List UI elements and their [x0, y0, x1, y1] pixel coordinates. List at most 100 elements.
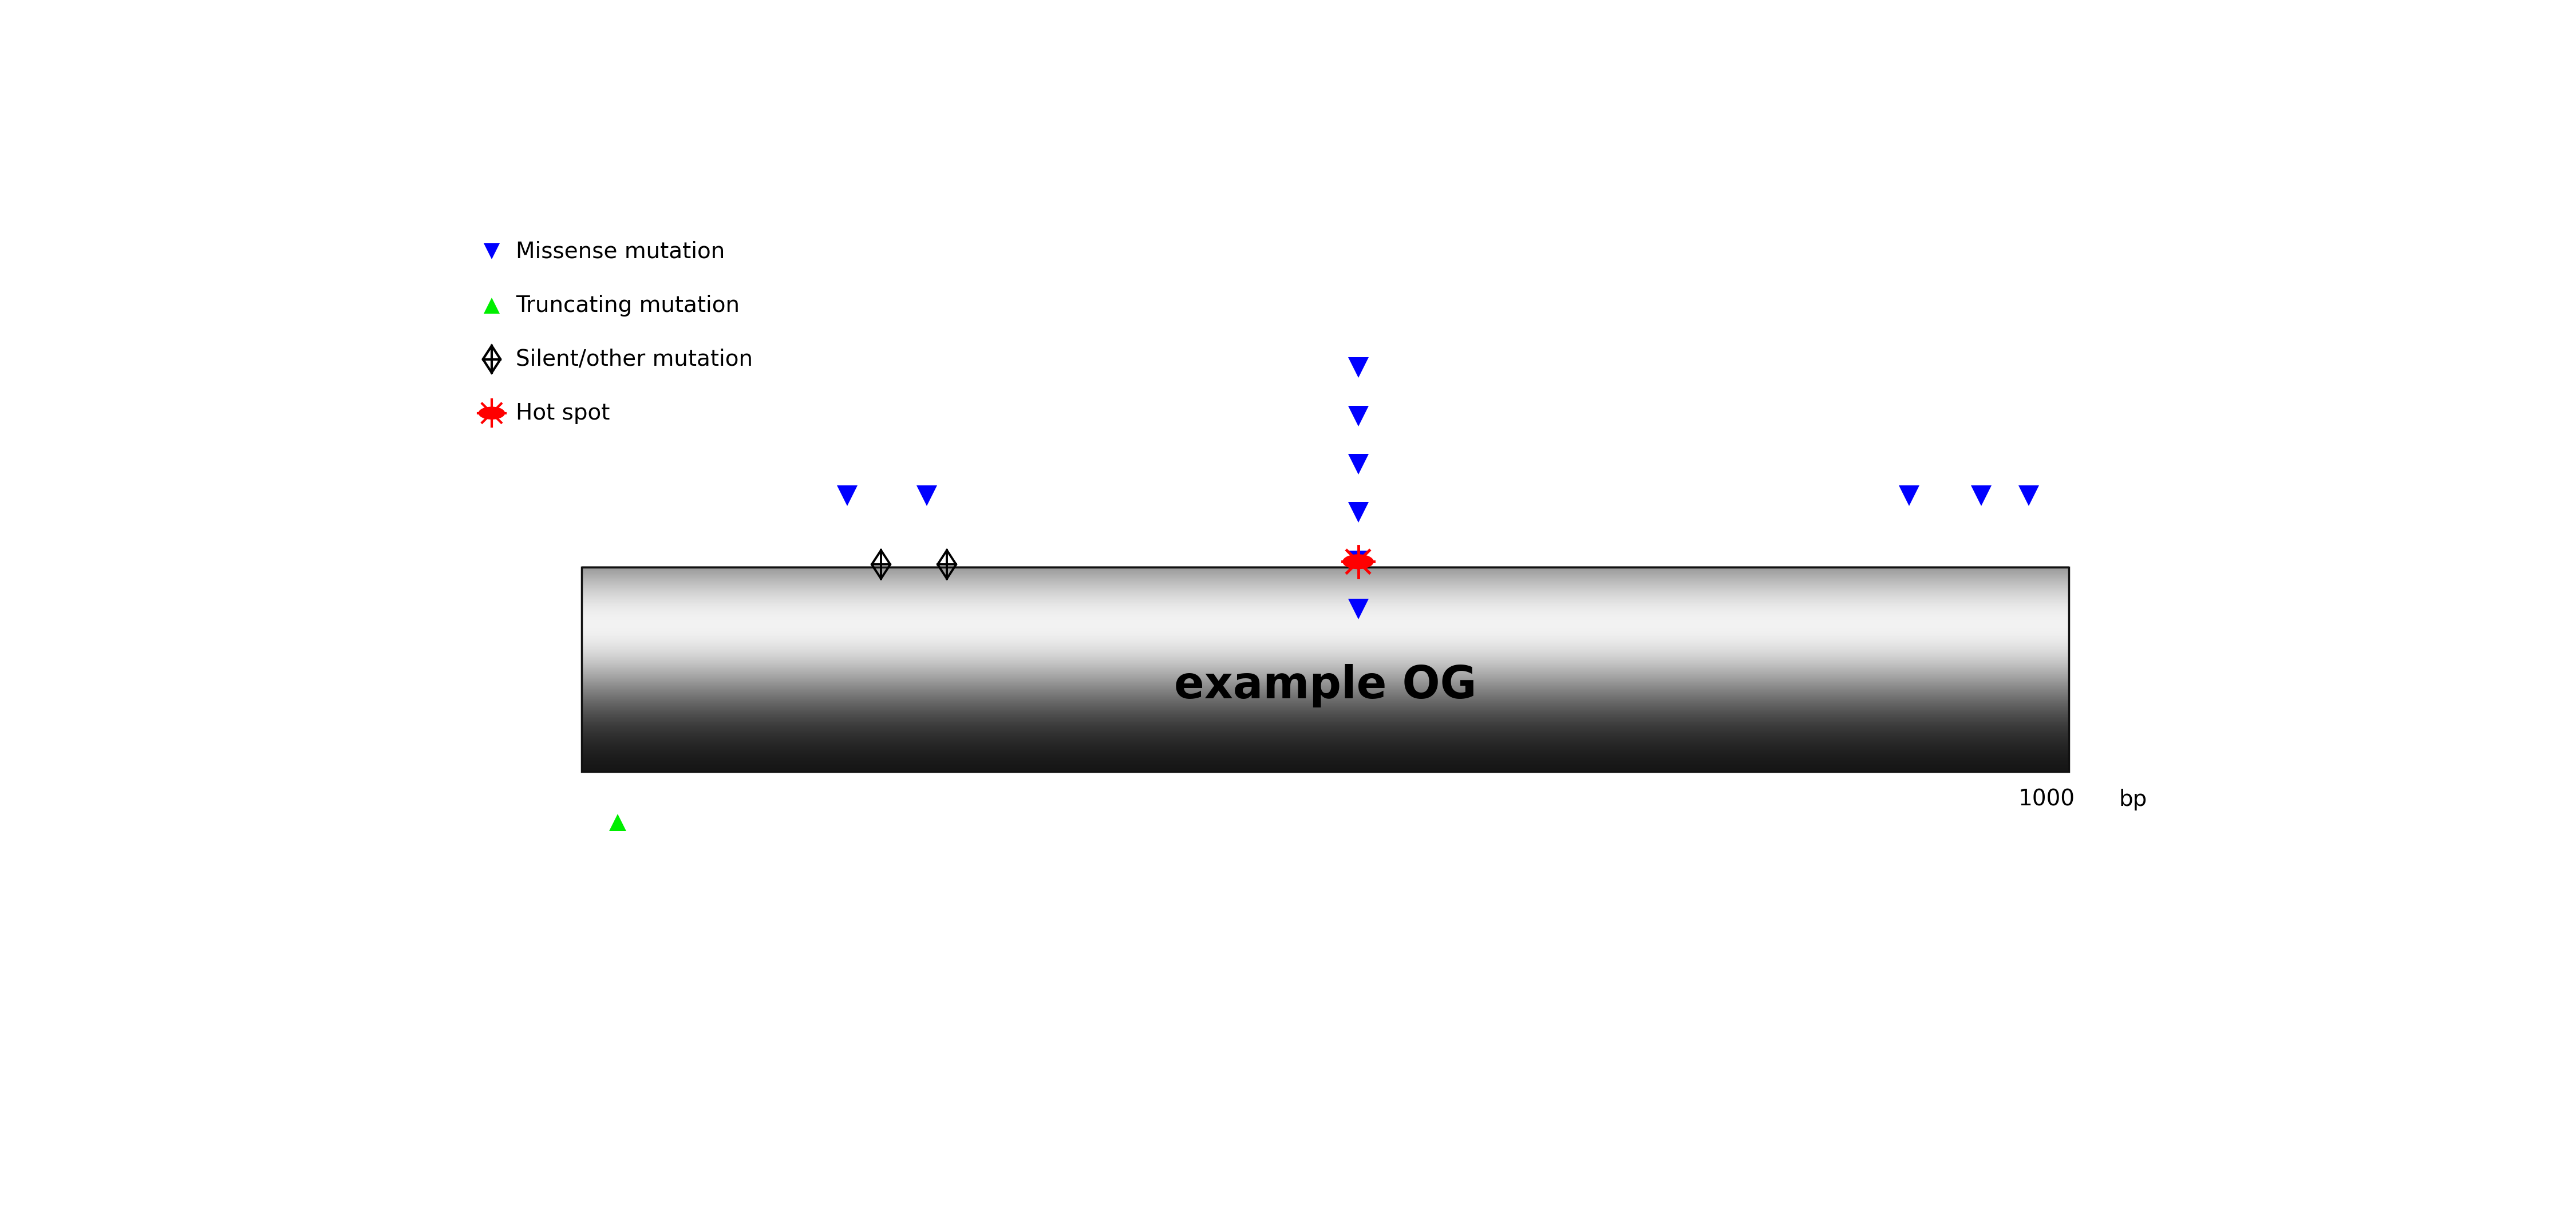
Bar: [582, 737, 2069, 738]
Bar: [582, 713, 2069, 714]
Bar: [582, 768, 2069, 771]
Bar: [582, 582, 2069, 584]
Bar: [582, 710, 2069, 713]
Bar: [582, 598, 2069, 599]
Bar: [582, 603, 2069, 604]
Bar: [582, 701, 2069, 702]
Bar: [582, 708, 2069, 709]
Bar: [582, 584, 2069, 586]
Bar: [582, 624, 2069, 625]
Bar: [582, 657, 2069, 658]
Bar: [582, 573, 2069, 575]
Bar: [582, 732, 2069, 734]
Bar: [582, 733, 2069, 734]
Bar: [582, 691, 2069, 693]
Bar: [582, 744, 2069, 745]
Bar: [582, 754, 2069, 755]
Bar: [582, 658, 2069, 661]
Bar: [582, 687, 2069, 689]
Bar: [582, 665, 2069, 667]
Bar: [582, 679, 2069, 680]
Bar: [582, 636, 2069, 637]
Bar: [582, 632, 2069, 634]
Bar: [582, 668, 2069, 671]
Bar: [582, 766, 2069, 767]
Bar: [582, 712, 2069, 714]
Bar: [582, 608, 2069, 609]
Bar: [582, 730, 2069, 731]
Bar: [582, 574, 2069, 576]
Bar: [582, 578, 2069, 579]
Bar: [582, 763, 2069, 765]
Bar: [582, 762, 2069, 763]
Bar: [582, 731, 2069, 732]
Bar: [582, 575, 2069, 578]
Bar: [582, 595, 2069, 597]
Bar: [582, 625, 2069, 626]
Text: example OG: example OG: [1175, 665, 1476, 708]
Bar: [582, 693, 2069, 696]
Bar: [582, 765, 2069, 766]
Bar: [582, 578, 2069, 580]
Bar: [582, 595, 2069, 596]
Bar: [582, 696, 2069, 698]
Bar: [582, 718, 2069, 719]
Bar: [582, 654, 2069, 655]
Bar: [582, 666, 2069, 667]
Bar: [582, 695, 2069, 697]
Bar: [582, 679, 2069, 681]
Bar: [582, 703, 2069, 704]
Bar: [582, 586, 2069, 587]
Bar: [582, 689, 2069, 690]
Bar: [582, 678, 2069, 680]
Bar: [582, 648, 2069, 650]
Bar: [582, 757, 2069, 759]
Bar: [582, 638, 2069, 640]
Bar: [582, 742, 2069, 744]
Circle shape: [1342, 555, 1373, 569]
Bar: [582, 674, 2069, 675]
Bar: [582, 626, 2069, 628]
Bar: [582, 722, 2069, 724]
Bar: [582, 725, 2069, 726]
Bar: [582, 707, 2069, 708]
Bar: [582, 598, 2069, 599]
Bar: [582, 628, 2069, 630]
Bar: [582, 625, 2069, 626]
Bar: [582, 755, 2069, 756]
Bar: [582, 587, 2069, 589]
Bar: [582, 591, 2069, 593]
Bar: [582, 696, 2069, 697]
Bar: [582, 740, 2069, 742]
Bar: [582, 749, 2069, 750]
Bar: [582, 672, 2069, 673]
Bar: [582, 733, 2069, 736]
Bar: [582, 721, 2069, 722]
Bar: [582, 719, 2069, 720]
Bar: [582, 668, 2069, 669]
Bar: [582, 680, 2069, 683]
Bar: [582, 669, 2069, 672]
Bar: [582, 692, 2069, 693]
Bar: [582, 660, 2069, 661]
Bar: [582, 622, 2069, 625]
Bar: [582, 603, 2069, 604]
Bar: [582, 669, 2069, 671]
Bar: [582, 761, 2069, 762]
Bar: [582, 567, 2069, 568]
Bar: [582, 631, 2069, 633]
Bar: [582, 757, 2069, 760]
Bar: [582, 686, 2069, 687]
Bar: [582, 642, 2069, 644]
Bar: [582, 736, 2069, 737]
Bar: [582, 739, 2069, 740]
Bar: [582, 591, 2069, 592]
Text: Silent/other mutation: Silent/other mutation: [515, 349, 752, 370]
Bar: [582, 663, 2069, 666]
Bar: [582, 587, 2069, 589]
Bar: [582, 738, 2069, 739]
Bar: [582, 632, 2069, 633]
Bar: [582, 638, 2069, 639]
Bar: [582, 745, 2069, 747]
Bar: [582, 697, 2069, 698]
